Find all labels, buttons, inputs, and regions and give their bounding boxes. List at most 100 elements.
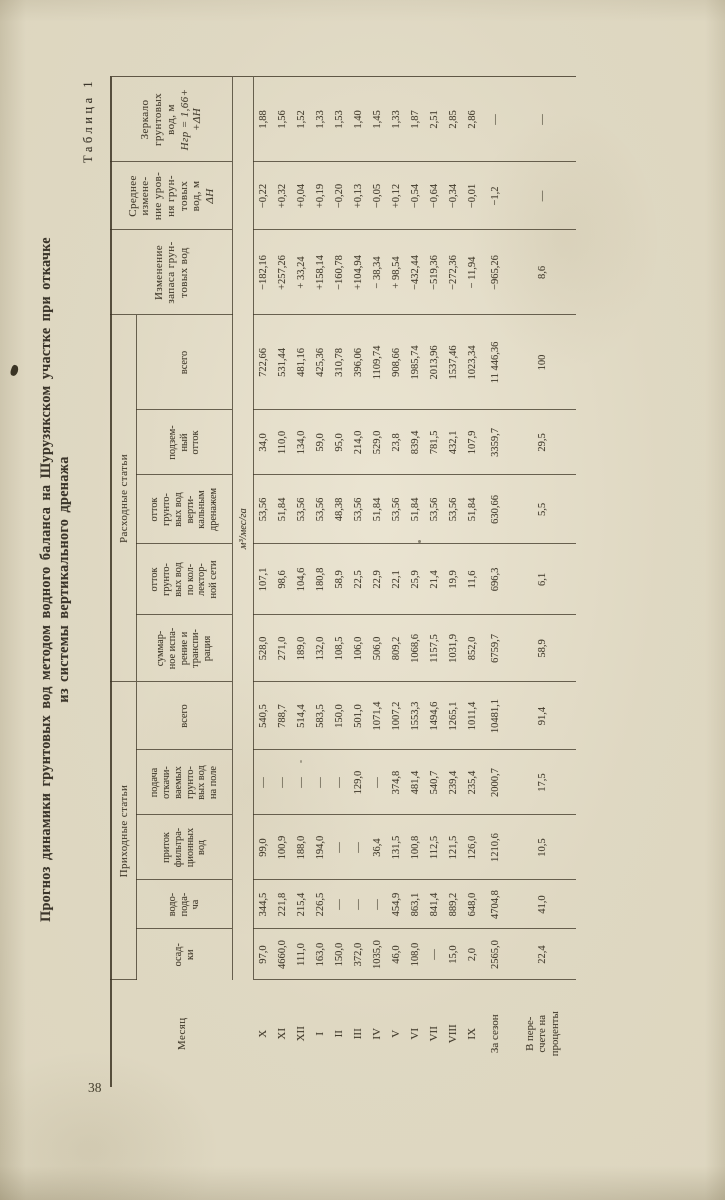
cell-vsego_prihod: 1494,6	[424, 681, 444, 750]
cell-delta_h: —	[509, 161, 576, 230]
cell-drenazh: 53,56	[443, 474, 463, 544]
cell-podzemny: 34,0	[253, 409, 273, 475]
cell-vsego_prihod: 514,4	[291, 681, 311, 750]
water-table-label: Зеркало грунтовых вод, м	[139, 92, 177, 147]
cell-vsego_prihod: 10481,1	[481, 681, 510, 750]
cell-isparenie: 189,0	[291, 614, 311, 682]
cell-zerkalo: 1,56	[272, 76, 292, 162]
cell-osadki: 111,0	[291, 929, 311, 980]
cell-izmenenie: − 38,34	[367, 229, 387, 315]
page-number: 38	[88, 1080, 102, 1095]
cell-vsego_prihod: 150,0	[329, 681, 349, 750]
cell-zerkalo: 1,88	[253, 76, 273, 162]
cell-izmenenie: 8,6	[509, 229, 576, 315]
col-header-evapotranspiration: суммар- ное испа- рение и транспи- рация	[136, 614, 233, 682]
cell-podacha: 2000,7	[481, 750, 510, 815]
col-header-expense-total: всего	[136, 314, 233, 410]
cell-delta_h: −0,22	[253, 161, 273, 230]
cell-isparenie: 528,0	[253, 614, 273, 682]
table-row-iv: IV 1035,0—36,4—1071,4 506,0 22,9 51,84 529,0 1…	[367, 76, 387, 1087]
cell-zerkalo: —	[481, 76, 510, 162]
col-group-expense: Расходные статьи	[110, 314, 137, 682]
units-row: м³/мес/га	[232, 76, 254, 1087]
cell-delta_h: +0,04	[291, 161, 311, 230]
table-row-iii: III 372,0— —129,0 501,0 106,0 22,5 53,56 214,0 3…	[348, 76, 368, 1087]
cell-zerkalo: 1,87	[405, 76, 425, 162]
table-row-ix: IX 2,0 648,0 126,0 235,4 1011,4 852,0 11,6 51,84…	[462, 76, 482, 1087]
units-label: м³/мес/га	[232, 76, 254, 980]
cell-osadki: 22,4	[509, 929, 576, 980]
cell-vodopodacha: 863,1	[405, 880, 425, 929]
cell-osadki: 46,0	[386, 929, 406, 980]
cell-drenazh: 53,56	[291, 474, 311, 544]
cell-delta_h: +0,13	[348, 161, 368, 230]
cell-podzemny: 110,0	[272, 409, 292, 475]
col-header-storage-change: Изменение запаса грун- товых вод	[110, 229, 233, 315]
cell-vsego_rashod: 531,44	[272, 314, 292, 410]
cell-kollektor: 180,8	[310, 543, 330, 615]
cell-vsego_rashod: 425,36	[310, 314, 330, 410]
cell-pritok: 100,8	[405, 815, 425, 880]
cell-podacha: 129,0	[348, 750, 368, 815]
cell-vodopodacha: 344,5	[253, 880, 273, 929]
cell-vsego_rashod: 1023,34	[462, 314, 482, 410]
table-row-viii: VIII 15,0 889,2 121,5 239,4 1265,1 1031,9 19,9 5…	[443, 76, 463, 1087]
row-label: XII	[294, 1026, 307, 1042]
cell-kollektor: 11,6	[462, 543, 482, 615]
table-row-vi: VI 108,0 863,1 100,8 481,4 1553,3 1068,6 25,9 51…	[405, 76, 425, 1087]
cell-delta_h: −0,34	[443, 161, 463, 230]
table-body: X 97,0 344,5 99,0—540,5 528,0 107,1 53,56 34,0 7…	[253, 76, 576, 1087]
cell-drenazh: 48,38	[329, 474, 349, 544]
cell-pritok: 100,9	[272, 815, 292, 880]
cell-vsego_prihod: 1265,1	[443, 681, 463, 750]
cell-delta_h: −0,54	[405, 161, 425, 230]
cell-kollektor: 22,1	[386, 543, 406, 615]
cell-pritok: 126,0	[462, 815, 482, 880]
cell-kollektor: 25,9	[405, 543, 425, 615]
cell-vsego_rashod: 396,06	[348, 314, 368, 410]
cell-zerkalo: 1,33	[386, 76, 406, 162]
cell-pritok: 131,5	[386, 815, 406, 880]
cell-vodopodacha: 4704,8	[481, 880, 510, 929]
col-header-income-total: всего	[136, 681, 233, 750]
cell-delta_h: −0,05	[367, 161, 387, 230]
scan-artifact	[9, 364, 20, 377]
cell-isparenie: 809,2	[386, 614, 406, 682]
row-label: IX	[465, 1027, 478, 1040]
cell-zerkalo: 2,51	[424, 76, 444, 162]
cell-isparenie: 132,0	[310, 614, 330, 682]
cell-vodopodacha: 221,8	[272, 880, 292, 929]
cell-kollektor: 6,1	[509, 543, 576, 615]
cell-drenazh: 5,5	[509, 474, 576, 544]
cell-vsego_rashod: 1537,46	[443, 314, 463, 410]
cell-drenazh: 53,56	[310, 474, 330, 544]
cell-drenazh: 53,56	[348, 474, 368, 544]
cell-delta_h: −0,20	[329, 161, 349, 230]
cell-podzemny: 529,0	[367, 409, 387, 475]
table-title-line2: из системы вертикального дренажа	[55, 456, 72, 703]
cell-osadki: 15,0	[443, 929, 463, 980]
col-header-underground-outflow: подзем- ный отток	[136, 409, 233, 475]
cell-isparenie: 506,0	[367, 614, 387, 682]
cell-isparenie: 108,5	[329, 614, 349, 682]
table-row-vii: VII —841,4 112,5 540,7 1494,6 1157,5 21,4 53,56…	[424, 76, 444, 1087]
cell-drenazh: 53,56	[253, 474, 273, 544]
cell-vsego_prihod: 540,5	[253, 681, 273, 750]
table-row-xi: XI 4660,0 221,8 100,9—788,7 271,0 98,6 51,84 11…	[272, 76, 292, 1087]
row-label: X	[256, 1029, 269, 1038]
cell-zerkalo: 1,53	[329, 76, 349, 162]
cell-drenazh: 51,84	[462, 474, 482, 544]
cell-vsego_rashod: 722,66	[253, 314, 273, 410]
cell-izmenenie: −182,16	[253, 229, 273, 315]
cell-isparenie: 852,0	[462, 614, 482, 682]
cell-vsego_rashod: 2013,96	[424, 314, 444, 410]
col-header-level-change: Среднее измене- ние уров- ня грун- товых…	[110, 161, 233, 230]
cell-vodopodacha: —	[348, 880, 368, 929]
cell-vsego_rashod: 1985,74	[405, 314, 425, 410]
cell-vsego_prihod: 501,0	[348, 681, 368, 750]
header-group-row: Месяц Приходные статьи Расходные статьи …	[110, 76, 233, 1087]
cell-osadki: 2,0	[462, 929, 482, 980]
cell-osadki: 2565,0	[481, 929, 510, 980]
cell-pritok: 112,5	[424, 815, 444, 880]
cell-osadki: 163,0	[310, 929, 330, 980]
